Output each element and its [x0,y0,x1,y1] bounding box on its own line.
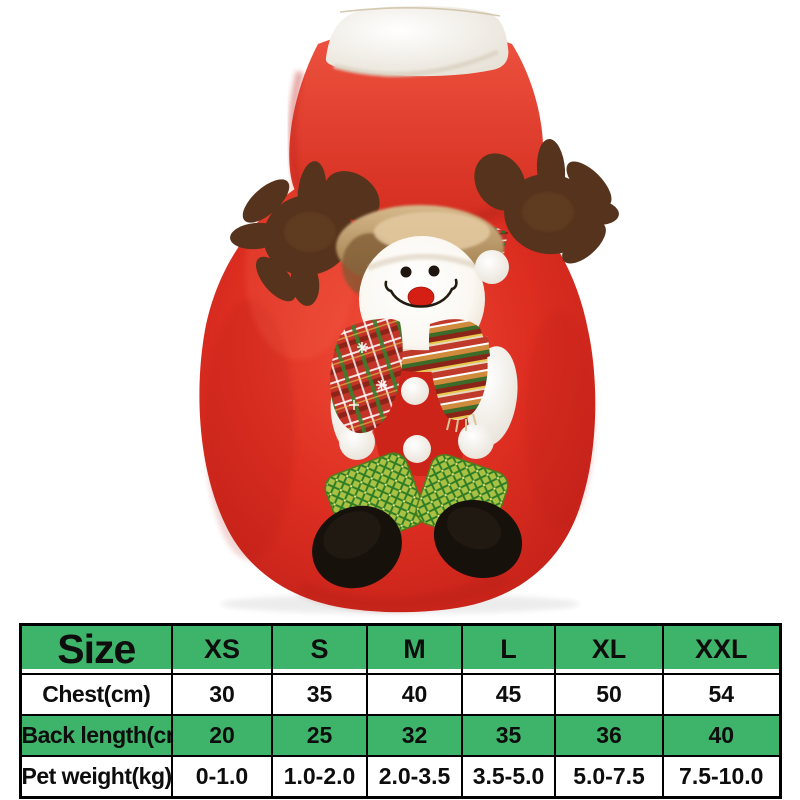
chest-label: Chest(cm) [19,673,173,716]
table-cell: 2.0-3.5 [366,755,463,799]
table-cell: 50 [554,673,664,716]
right-eye [428,265,440,277]
table-cell: 35 [461,714,556,757]
table-header-row: Size XS S M L XL XXL [19,623,781,675]
table-cell: 40 [662,714,781,757]
scarf-fringe [446,413,477,433]
ear-pom [475,250,509,284]
size-col-s: S [271,623,368,675]
pet-weight-row: Pet weight(kg) 0-1.0 1.0-2.0 2.0-3.5 3.5… [19,755,781,799]
snowman-applique [312,205,523,589]
table-cell: 20 [171,714,273,757]
pom-button-top [401,377,429,405]
pom-button-bottom [403,435,431,463]
nose [407,286,435,308]
mouth [384,278,458,308]
table-cell: 0-1.0 [171,755,273,799]
chest-row: Chest(cm) 30 35 40 45 50 54 [19,673,781,716]
snowman-feet [312,499,523,589]
size-col-xs: XS [171,623,273,675]
scarf-left-end [330,318,403,434]
scarf-right-end [428,319,488,421]
size-col-xxl: XXL [662,623,781,675]
table-cell: 32 [366,714,463,757]
table-cell: 1.0-2.0 [271,755,368,799]
pet-weight-label: Pet weight(kg) [19,755,173,799]
hood-trim [325,5,509,77]
size-col-l: L [461,623,556,675]
back-length-row: Back length(cm) 20 25 32 35 36 40 [19,714,781,757]
left-eye [400,266,412,278]
table-cell: 30 [171,673,273,716]
product-photo-illustration [199,5,619,614]
table-cell: 5.0-7.5 [554,755,664,799]
table-cell: 7.5-10.0 [662,755,781,799]
table-cell: 36 [554,714,664,757]
size-header-cell: Size [19,623,173,675]
size-chart-table: Size XS S M L XL XXL Chest(cm) 30 35 40 … [18,623,782,799]
left-antler-icon [230,161,380,306]
snowflake-marks [349,342,387,410]
size-col-xl: XL [554,623,664,675]
table-cell: 35 [271,673,368,716]
table-cell: 25 [271,714,368,757]
scarf [330,318,490,434]
table-cell: 54 [662,673,781,716]
table-cell: 45 [461,673,556,716]
table-cell: 40 [366,673,463,716]
size-col-m: M [366,623,463,675]
back-length-label: Back length(cm) [19,714,173,757]
table-cell: 3.5-5.0 [461,755,556,799]
right-antler-icon [474,139,619,264]
